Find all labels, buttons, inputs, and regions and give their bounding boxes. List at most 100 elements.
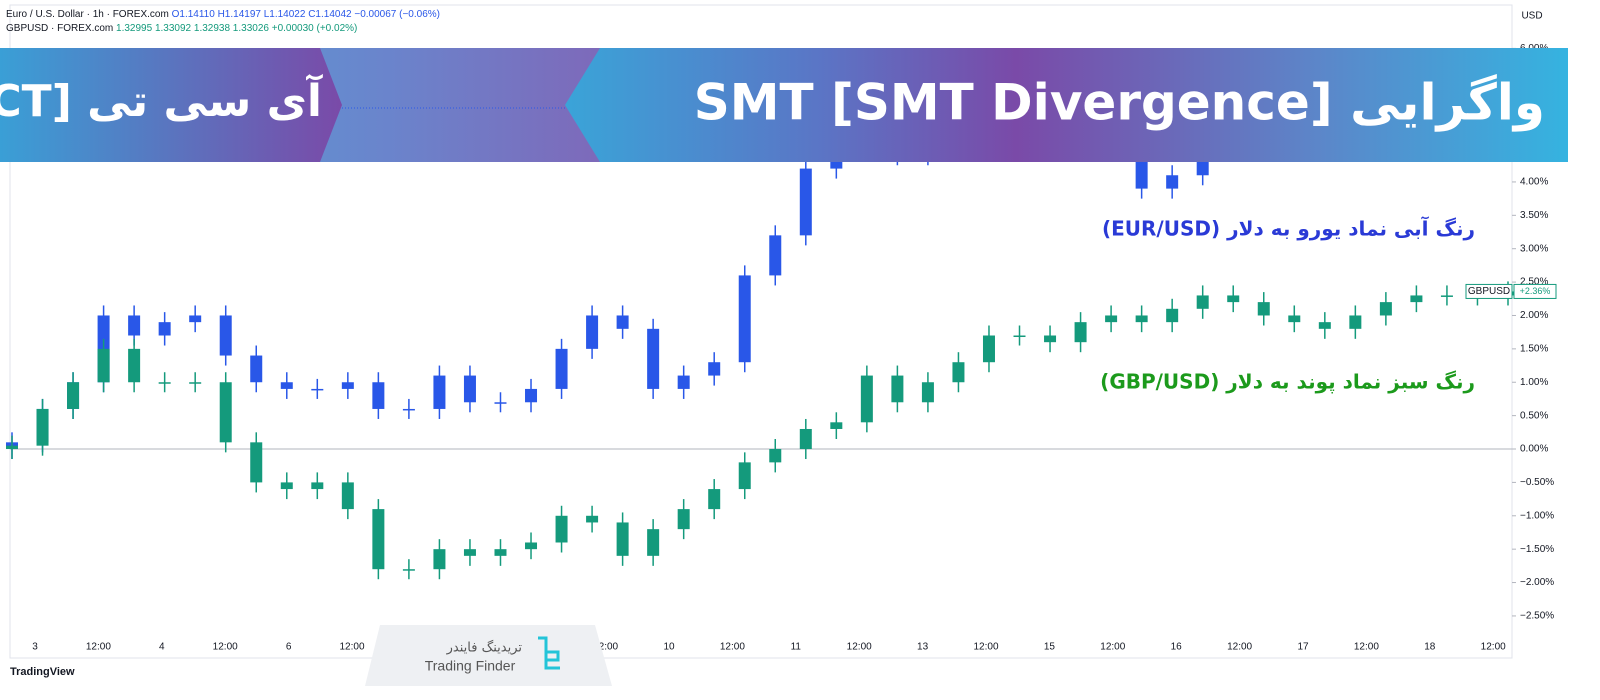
y-tick-label: 3.50%	[1520, 210, 1548, 221]
y-tick-label: −1.00%	[1520, 510, 1554, 521]
candle-body	[738, 275, 751, 363]
candle-body	[402, 408, 415, 411]
candle-body	[494, 549, 507, 556]
candle-body	[647, 529, 660, 556]
candle-body	[158, 322, 171, 336]
candle-body	[1105, 315, 1118, 323]
banner-subtitle: آی سی تی [ICT]	[0, 73, 323, 127]
candle-body	[280, 482, 293, 490]
candle-body	[1440, 295, 1453, 297]
logo: تریدینگ فایندر Trading Finder	[365, 625, 612, 686]
candle-body	[1135, 315, 1148, 323]
legend-name: GBPUSD · FOREX.com	[6, 23, 113, 34]
annotation: رنگ آبی نماد یورو به دلار (EUR/USD)	[1102, 216, 1475, 241]
candle-body	[799, 168, 812, 236]
candle-body	[799, 428, 812, 450]
candle-body	[708, 362, 721, 376]
price-tag-value-bg	[1513, 283, 1557, 299]
candle-body	[341, 482, 354, 510]
banner: واگرایی SMT [SMT Divergence] آی سی تی [I…	[0, 48, 1568, 162]
candle-body	[708, 489, 721, 510]
candle-body	[586, 515, 599, 523]
legend-change: −0.00067 (−0.06%)	[354, 9, 440, 20]
x-tick-label: 12:00	[1481, 642, 1506, 653]
y-tick-label: 2.50%	[1520, 277, 1548, 288]
candle-body	[1074, 322, 1087, 343]
logo-text-fa: تریدینگ فایندر	[446, 640, 523, 656]
x-tick-label: 12:00	[213, 642, 238, 653]
candle-body	[128, 315, 141, 336]
candle-body	[1013, 335, 1026, 338]
x-tick-label: 12:00	[339, 642, 364, 653]
candle-body	[891, 375, 904, 403]
logo-icon	[538, 636, 560, 670]
candle-body	[616, 522, 629, 556]
candle-body	[463, 375, 476, 403]
candle-body	[311, 388, 324, 391]
x-tick-label: 12:00	[86, 642, 111, 653]
candle-body	[982, 335, 995, 363]
candle-body	[1349, 315, 1362, 329]
x-tick-label: 12:00	[720, 642, 745, 653]
candle-body	[6, 445, 18, 450]
banner-left	[0, 48, 342, 162]
candle-body	[1044, 335, 1057, 343]
candle-body	[1318, 322, 1331, 329]
x-tick-label: 18	[1424, 642, 1436, 653]
candle-body	[250, 442, 263, 483]
candle-body	[952, 362, 965, 383]
candle-body	[1166, 175, 1179, 189]
candle-body	[1257, 302, 1270, 316]
x-tick-label: 15	[1044, 642, 1056, 653]
legend-entry: Euro / U.S. Dollar · 1h · FOREX.com O1.1…	[6, 9, 440, 20]
y-tick-label: 2.00%	[1520, 310, 1548, 321]
candle-body	[525, 542, 538, 550]
y-tick-label: −2.00%	[1520, 577, 1554, 588]
candle-body	[860, 375, 873, 423]
candle-body	[1410, 295, 1423, 303]
price-tag-bg	[1465, 283, 1513, 299]
legend-name: Euro / U.S. Dollar · 1h · FOREX.com	[6, 9, 169, 20]
x-tick-label: 12:00	[1354, 642, 1379, 653]
candle-body	[219, 315, 232, 356]
candle-body	[250, 355, 263, 383]
candle-body	[555, 515, 568, 543]
x-tick-label: 12:00	[1100, 642, 1125, 653]
y-tick-label: 0.50%	[1520, 410, 1548, 421]
candle-body	[463, 549, 476, 556]
legend-quote: O1.14110 H1.14197 L1.14022 C1.14042	[172, 9, 352, 20]
candle-body	[1288, 315, 1301, 323]
legend-quote: 1.32995 1.33092 1.32938 1.33026	[116, 23, 269, 34]
x-tick-label: 4	[159, 642, 165, 653]
candle-body	[372, 382, 385, 409]
annotation: رنگ سبز نماد پوند به دلار (GBP/USD)	[1100, 370, 1475, 395]
y-tick-label: −1.50%	[1520, 544, 1554, 555]
legend-entry: GBPUSD · FOREX.com 1.32995 1.33092 1.329…	[6, 23, 357, 34]
candle-body	[36, 408, 49, 446]
logo-bg	[365, 625, 612, 686]
y-tick-label: −2.50%	[1520, 611, 1554, 622]
candle-body	[189, 382, 202, 384]
candle-body	[1196, 295, 1209, 309]
candle-body	[769, 235, 782, 276]
candle-body	[341, 382, 354, 389]
y-tick-label: 1.00%	[1520, 377, 1548, 388]
x-tick-label: 12:00	[973, 642, 998, 653]
y-tick-label: −0.50%	[1520, 477, 1554, 488]
y-tick-label: 4.00%	[1520, 177, 1548, 188]
y-tick-label: 3.00%	[1520, 243, 1548, 254]
candle-body	[311, 482, 324, 490]
candle-body	[433, 375, 446, 409]
price-tag-value: +2.36%	[1520, 286, 1551, 296]
candle-body	[372, 509, 385, 570]
currency-label: USD	[1521, 11, 1542, 22]
candle-body	[738, 462, 751, 490]
candle-body	[586, 315, 599, 349]
candle-body	[555, 348, 568, 389]
x-tick-label: 12:00	[593, 642, 618, 653]
x-tick-label: 6	[286, 642, 292, 653]
logo-text: Trading Finder	[425, 658, 516, 674]
price-tag-symbol: GBPUSD	[1468, 286, 1510, 297]
